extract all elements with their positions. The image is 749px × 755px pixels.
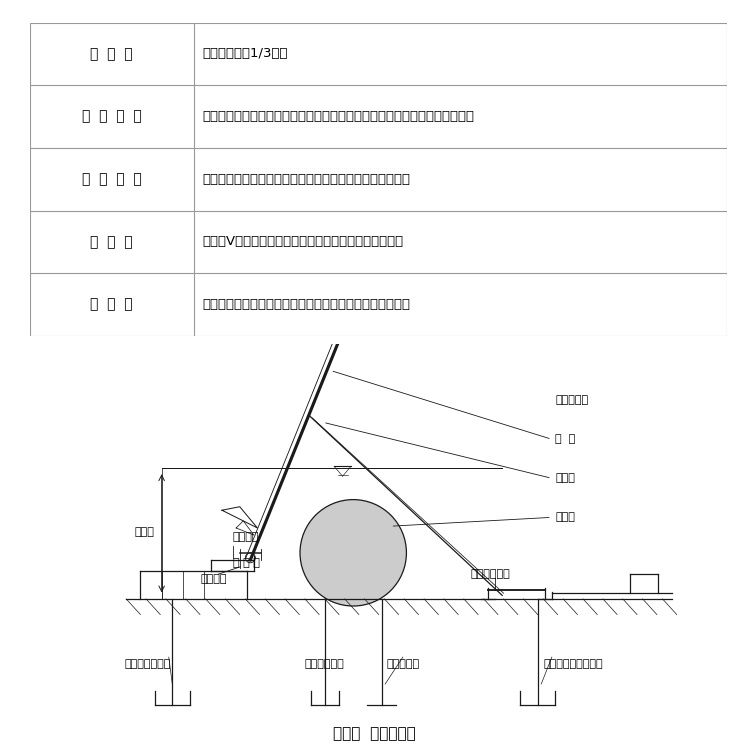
Text: 引留帯: 引留帯 [556,473,575,483]
Text: 引留アンカーボルト: 引留アンカーボルト [543,659,603,669]
Text: 振動・Vノッチ現象がなく，安定した堰高の維持が可能: 振動・Vノッチ現象がなく，安定した堰高の維持が可能 [202,236,403,248]
Text: 袋  体  径: 袋 体 径 [91,47,133,61]
Text: 空気袋: 空気袋 [556,513,575,522]
Text: 扉  体: 扉 体 [556,434,576,444]
Text: ユニット化されているため，運搬が容易で並列施工が可能: ユニット化されているため，運搬が容易で並列施工が可能 [202,298,410,311]
Text: クランプ: クランプ [201,574,227,584]
Text: 碇着ゴム: 碇着ゴム [233,532,259,542]
Text: 構成鋼製の約1/3程度: 構成鋼製の約1/3程度 [202,48,288,60]
Text: 空気主配管: 空気主配管 [386,659,419,669]
Text: 水  位  調  整: 水 位 調 整 [82,172,142,186]
Text: 安  定  性: 安 定 性 [91,235,133,249]
Text: 図－１  基本構造図: 図－１ 基本構造図 [333,726,416,741]
Text: 施  工  性: 施 工 性 [91,297,133,312]
Circle shape [300,500,407,606]
Text: 扉体の起立角度設定により，任意の水位・流量調整が可能: 扉体の起立角度設定により，任意の水位・流量調整が可能 [202,173,410,186]
Text: 倒伏時支持台: 倒伏時支持台 [470,569,510,579]
Text: アンカーボルト: アンカーボルト [124,659,171,669]
Text: 転  石  対  策: 転 石 対 策 [82,109,142,124]
Text: 押 え 板: 押 え 板 [233,558,259,568]
Text: 空気袋接続管: 空気袋接続管 [305,659,345,669]
Text: スポイラー: スポイラー [556,396,589,405]
Text: 扉体自体が鋼製であるので，枕状ゴム引布製空気袋の損傷を防ぐことが可能: 扉体自体が鋼製であるので，枕状ゴム引布製空気袋の損傷を防ぐことが可能 [202,110,474,123]
Text: 有効高: 有効高 [135,526,154,537]
